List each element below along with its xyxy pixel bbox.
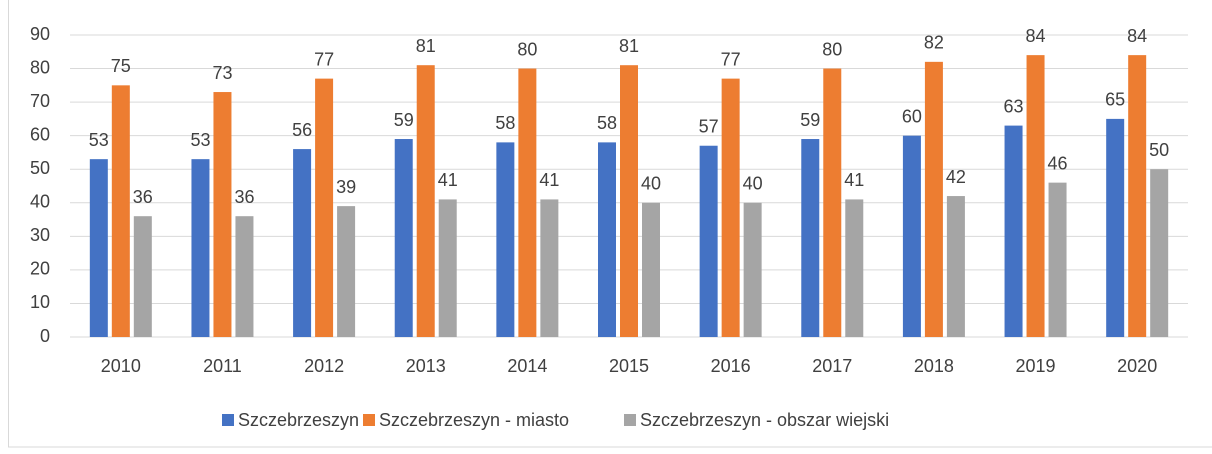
data-label: 58 [597, 113, 617, 133]
x-tick-label: 2015 [609, 356, 649, 376]
bar [1048, 182, 1067, 337]
data-label: 56 [292, 120, 312, 140]
bar [620, 65, 638, 337]
bar [642, 202, 660, 337]
legend-label: Szczebrzeszyn - miasto [379, 410, 569, 430]
legend-label: Szczebrzeszyn [238, 410, 359, 430]
x-tick-label: 2017 [812, 356, 852, 376]
bar [337, 206, 356, 337]
data-label: 81 [619, 36, 639, 56]
data-label: 41 [844, 170, 864, 190]
data-label: 77 [721, 49, 741, 69]
y-tick-label: 60 [30, 124, 50, 144]
bar [902, 135, 921, 337]
y-tick-label: 70 [30, 91, 50, 111]
x-tick-label: 2010 [101, 356, 141, 376]
bar [801, 139, 820, 337]
data-label: 50 [1149, 140, 1169, 160]
bar [721, 78, 740, 337]
legend-swatch [222, 414, 234, 426]
data-label: 42 [946, 167, 966, 187]
bar [293, 149, 312, 337]
data-label: 73 [212, 63, 232, 83]
bar [111, 85, 130, 337]
bar [946, 196, 965, 337]
x-tick-label: 2019 [1016, 356, 1056, 376]
data-label: 46 [1048, 153, 1068, 173]
data-label: 53 [190, 130, 210, 150]
data-label: 80 [517, 39, 537, 59]
data-label: 75 [111, 56, 131, 76]
bar [1150, 169, 1169, 337]
data-label: 57 [699, 116, 719, 136]
x-tick-label: 2012 [304, 356, 344, 376]
y-tick-label: 90 [30, 24, 50, 44]
data-label: 39 [336, 177, 356, 197]
y-tick-label: 0 [40, 326, 50, 346]
x-tick-label: 2020 [1117, 356, 1157, 376]
y-tick-label: 10 [30, 292, 50, 312]
bar [845, 199, 864, 337]
y-tick-label: 20 [30, 259, 50, 279]
bar [1128, 55, 1147, 338]
x-tick-label: 2018 [914, 356, 954, 376]
bar [699, 145, 718, 337]
data-label: 77 [314, 49, 334, 69]
data-label: 59 [800, 110, 820, 130]
bar [394, 139, 413, 337]
bar [235, 216, 254, 337]
chart-frame [8, 0, 1212, 448]
bar [213, 92, 232, 338]
y-tick-label: 50 [30, 158, 50, 178]
data-label: 84 [1026, 26, 1046, 46]
x-tick-label: 2014 [507, 356, 547, 376]
data-label: 41 [539, 170, 559, 190]
bar [518, 68, 537, 338]
bar [598, 142, 616, 337]
bar [191, 159, 210, 337]
data-label: 84 [1127, 26, 1147, 46]
bar [133, 216, 152, 337]
data-label: 36 [133, 187, 153, 207]
data-label: 40 [641, 174, 661, 194]
y-tick-label: 80 [30, 57, 50, 77]
data-label: 63 [1004, 96, 1024, 116]
data-label: 80 [822, 39, 842, 59]
data-label: 41 [438, 170, 458, 190]
data-label: 81 [416, 36, 436, 56]
bar [89, 159, 108, 337]
data-label: 40 [743, 174, 763, 194]
legend-swatch [363, 414, 375, 426]
x-tick-label: 2011 [203, 356, 242, 376]
bar [823, 68, 842, 338]
data-label: 53 [89, 130, 109, 150]
y-tick-label: 40 [30, 192, 50, 212]
x-tick-label: 2013 [406, 356, 446, 376]
bar [924, 61, 943, 337]
bar [743, 202, 762, 337]
data-label: 60 [902, 106, 922, 126]
data-label: 65 [1105, 90, 1125, 110]
data-label: 58 [495, 113, 515, 133]
data-label: 59 [394, 110, 414, 130]
bar [540, 199, 559, 337]
bar [496, 142, 515, 337]
bar [1106, 118, 1125, 337]
y-tick-label: 30 [30, 225, 50, 245]
bar [438, 199, 457, 337]
data-label: 36 [234, 187, 254, 207]
data-label: 82 [924, 33, 944, 53]
legend-label: Szczebrzeszyn - obszar wiejski [640, 410, 889, 430]
bar [416, 65, 435, 337]
x-tick-label: 2016 [711, 356, 751, 376]
bar [315, 78, 334, 337]
bar [1026, 55, 1045, 338]
bar [1004, 125, 1023, 337]
legend-swatch [624, 414, 636, 426]
